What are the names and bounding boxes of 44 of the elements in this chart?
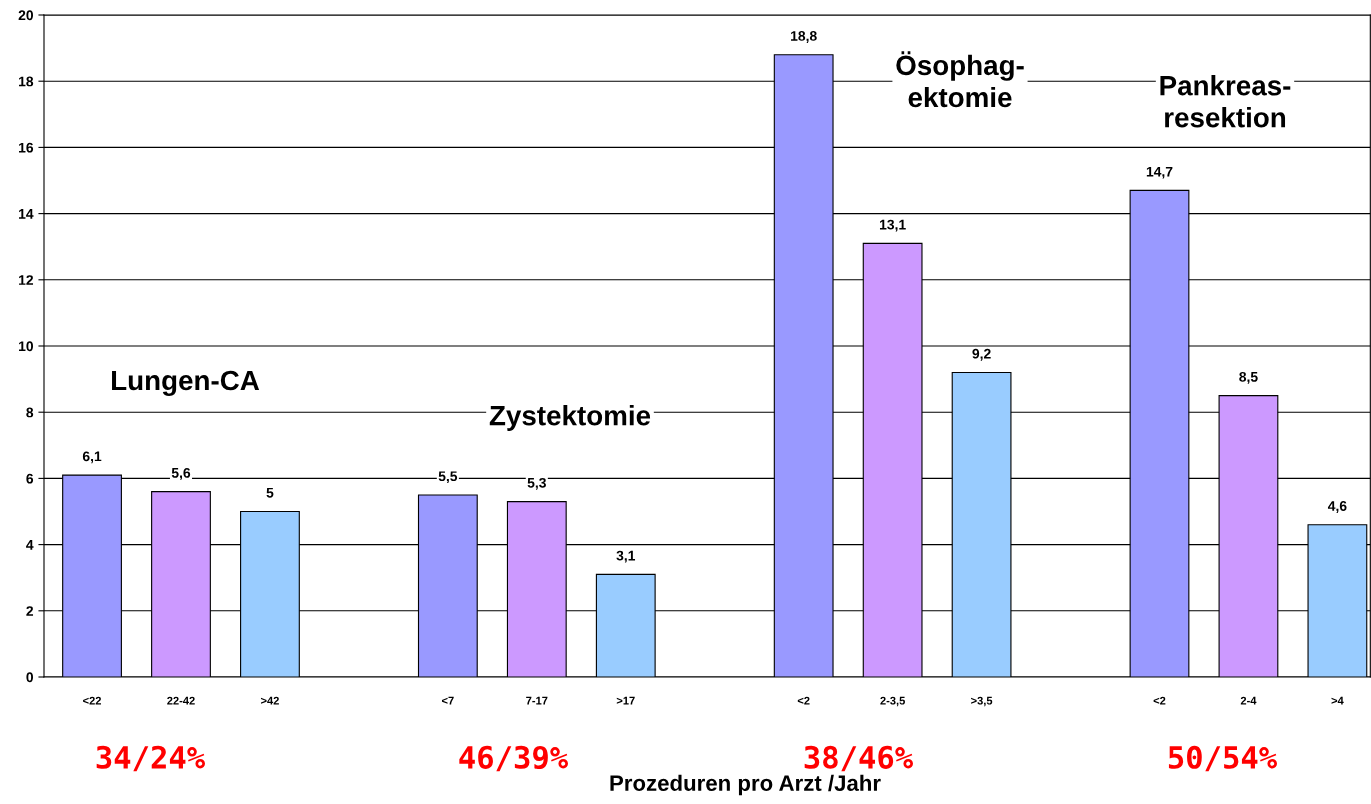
y-tick-label: 2 <box>26 606 34 616</box>
data-label: 4,6 <box>1327 501 1347 513</box>
data-label: 5,3 <box>527 477 546 490</box>
x-tick-label: <7 <box>441 696 454 705</box>
y-tick-label: 0 <box>26 672 34 683</box>
text: 34/24% <box>96 745 205 772</box>
x-tick-label: 2-4 <box>1240 696 1257 705</box>
data-label: 5 <box>266 487 274 498</box>
annotation: Ösophag- ektomie <box>896 51 1024 108</box>
x-axis-title: Prozeduren pro Arzt /Jahr <box>610 774 881 796</box>
text: 38/46% <box>804 745 913 772</box>
x-tick-label: >42 <box>260 696 279 705</box>
data-label: 18,8 <box>791 31 817 43</box>
y-tick-label: 6 <box>26 473 34 484</box>
x-tick-label: <2 <box>797 696 810 705</box>
y-tick-label: 20 <box>18 10 34 21</box>
data-label: 9,2 <box>972 348 991 361</box>
x-tick-label: <22 <box>83 696 102 705</box>
y-tick-label: 12 <box>19 275 34 285</box>
x-tick-label: 22-42 <box>167 696 195 705</box>
x-tick-label: 2-3,5 <box>880 696 905 707</box>
x-tick-label: 7-17 <box>526 696 548 705</box>
y-tick-label: 10 <box>19 341 34 352</box>
annotation: Lungen-CA <box>112 370 260 396</box>
y-tick-label: 4 <box>26 540 34 550</box>
y-tick-label: 8 <box>26 407 34 418</box>
data-label: 6,1 <box>82 451 102 464</box>
data-label: 8,5 <box>1239 371 1258 384</box>
annotation: Pankreas- resektion <box>1160 75 1291 128</box>
data-label: 5,5 <box>438 471 458 484</box>
text: 46/39% <box>459 745 568 772</box>
data-label: 13,1 <box>879 219 906 232</box>
annotation: Zystektomie <box>489 405 651 431</box>
x-tick-label: <2 <box>1153 696 1166 705</box>
text: 50/54% <box>1168 745 1277 772</box>
y-tick-label: 14 <box>19 209 34 219</box>
data-label: 14,7 <box>1146 166 1173 179</box>
x-tick-label: >3,5 <box>971 696 993 707</box>
y-tick-label: 18 <box>19 76 34 87</box>
data-label: 3,1 <box>616 550 636 563</box>
x-tick-label: >4 <box>1331 696 1344 705</box>
x-tick-label: >17 <box>616 696 635 705</box>
data-label: 5,6 <box>171 467 191 480</box>
y-tick-label: 16 <box>19 142 34 153</box>
